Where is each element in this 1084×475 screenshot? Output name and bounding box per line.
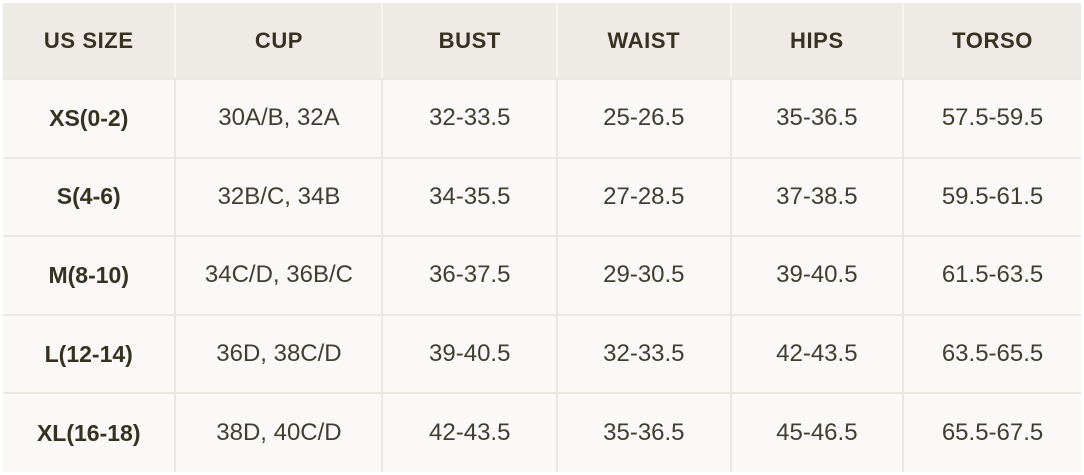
table-row-l: L(12-14) 36D, 38C/D 39-40.5 32-33.5 42-4… — [3, 313, 1081, 395]
column-header-hips: HIPS — [729, 3, 905, 80]
hips-cell: 35-36.5 — [729, 78, 905, 159]
cup-cell: 36D, 38C/D — [174, 313, 384, 395]
column-header-waist: WAIST — [556, 3, 732, 80]
hips-cell: 39-40.5 — [729, 235, 905, 316]
size-chart-table: US SIZE CUP BUST WAIST HIPS TORSO XS(0-2… — [3, 3, 1081, 472]
waist-cell: 25-26.5 — [556, 78, 732, 159]
size-label: XS(0-2) — [3, 78, 177, 159]
header-row: US SIZE CUP BUST WAIST HIPS TORSO — [3, 3, 1081, 80]
cup-cell: 34C/D, 36B/C — [174, 235, 384, 316]
hips-cell: 37-38.5 — [729, 156, 905, 238]
bust-cell: 32-33.5 — [381, 78, 559, 159]
column-header-torso: TORSO — [902, 3, 1081, 80]
torso-cell: 57.5-59.5 — [902, 78, 1081, 159]
waist-cell: 35-36.5 — [556, 392, 732, 472]
torso-cell: 63.5-65.5 — [902, 313, 1081, 395]
waist-cell: 27-28.5 — [556, 156, 732, 238]
table-row-m: M(8-10) 34C/D, 36B/C 36-37.5 29-30.5 39-… — [3, 235, 1081, 316]
size-label: L(12-14) — [3, 313, 177, 395]
hips-cell: 45-46.5 — [729, 392, 905, 472]
torso-cell: 61.5-63.5 — [902, 235, 1081, 316]
column-header-cup: CUP — [174, 3, 384, 80]
bust-cell: 36-37.5 — [381, 235, 559, 316]
hips-cell: 42-43.5 — [729, 313, 905, 395]
cup-cell: 38D, 40C/D — [174, 392, 384, 472]
table-row-xl: XL(16-18) 38D, 40C/D 42-43.5 35-36.5 45-… — [3, 392, 1081, 472]
bust-cell: 34-35.5 — [381, 156, 559, 238]
cup-cell: 32B/C, 34B — [174, 156, 384, 238]
bust-cell: 42-43.5 — [381, 392, 559, 472]
torso-cell: 65.5-67.5 — [902, 392, 1081, 472]
size-label: S(4-6) — [3, 156, 177, 238]
size-label: XL(16-18) — [3, 392, 177, 472]
bust-cell: 39-40.5 — [381, 313, 559, 395]
table-row-xs: XS(0-2) 30A/B, 32A 32-33.5 25-26.5 35-36… — [3, 78, 1081, 159]
waist-cell: 32-33.5 — [556, 313, 732, 395]
torso-cell: 59.5-61.5 — [902, 156, 1081, 238]
table-row-s: S(4-6) 32B/C, 34B 34-35.5 27-28.5 37-38.… — [3, 156, 1081, 238]
waist-cell: 29-30.5 — [556, 235, 732, 316]
column-header-bust: BUST — [381, 3, 559, 80]
column-header-us-size: US SIZE — [3, 3, 177, 80]
cup-cell: 30A/B, 32A — [174, 78, 384, 159]
size-label: M(8-10) — [3, 235, 177, 316]
